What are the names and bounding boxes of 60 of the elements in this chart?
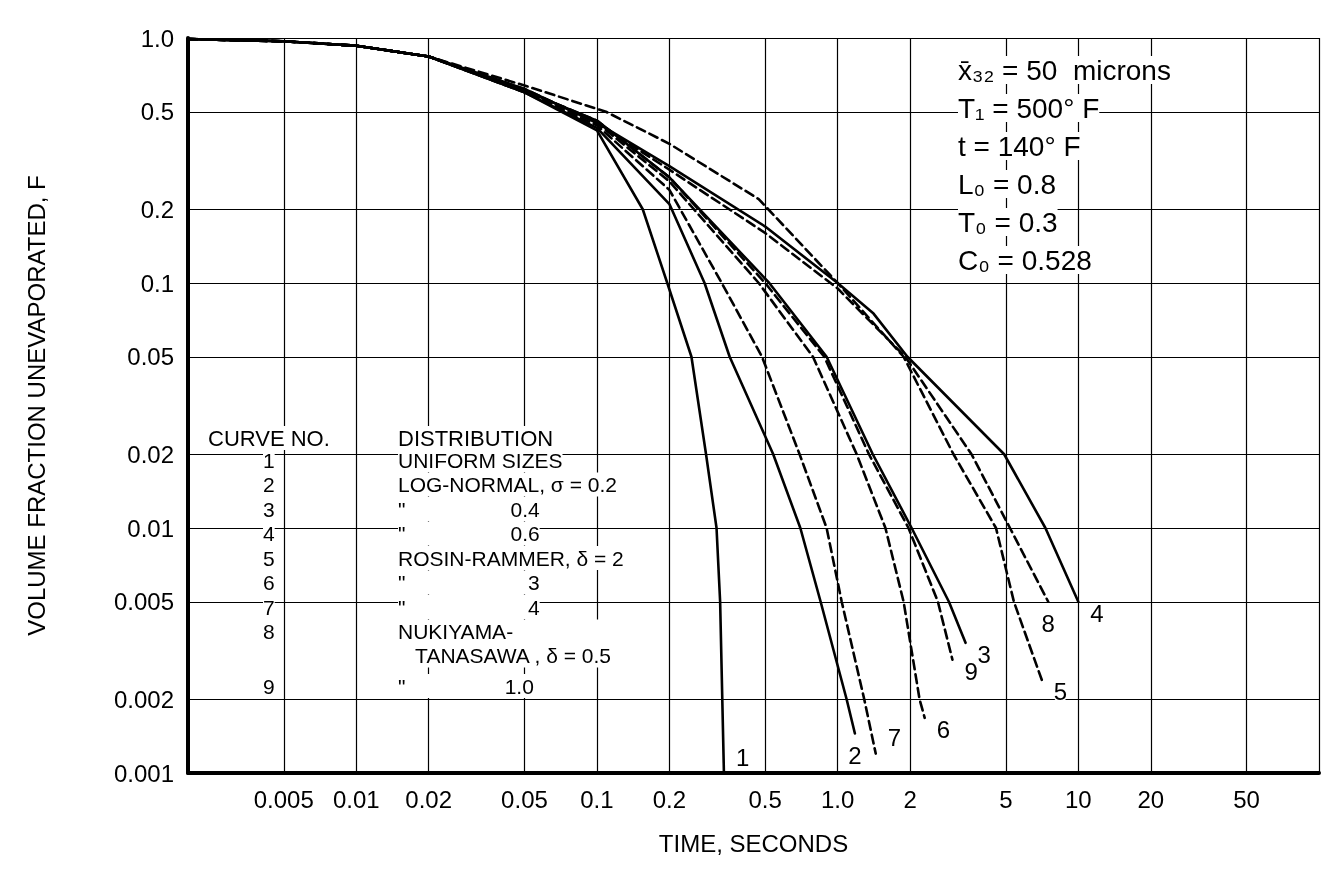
x-tick-label: 1.0 xyxy=(820,785,855,813)
series-label: 8 xyxy=(1041,610,1055,638)
series-label: 7 xyxy=(887,724,902,752)
annotation: 3 xyxy=(263,497,275,521)
series-label: 5 xyxy=(1053,678,1068,706)
annotation: 5 xyxy=(263,546,275,570)
series-label: 3 xyxy=(977,641,991,669)
annotation: DISTRIBUTION xyxy=(398,425,554,451)
annotation: CURVE NO. xyxy=(208,425,330,451)
annotation: 8 xyxy=(263,620,275,643)
y-tick-label: 0.1 xyxy=(140,269,174,297)
y-tick-label: 0.001 xyxy=(113,759,174,787)
x-tick-label: 50 xyxy=(1233,785,1260,813)
x-tick-label: 0.005 xyxy=(253,785,314,813)
annotation: ROSIN-RAMMER, δ = 2 xyxy=(398,546,624,570)
annotation: " 0.6 xyxy=(398,522,540,545)
series-label: 4 xyxy=(1090,600,1104,628)
x-tick-label: 0.02 xyxy=(405,785,453,813)
series-label: 2 xyxy=(848,741,862,769)
x-tick-label: 5 xyxy=(999,785,1013,813)
series-label: 9 xyxy=(964,658,978,686)
x-axis-title: TIME, SECONDS xyxy=(658,829,849,857)
y-tick-label: 0.5 xyxy=(140,98,174,126)
annotation: 6 xyxy=(263,571,275,594)
x-tick-label: 0.2 xyxy=(652,785,687,813)
annotation: UNIFORM SIZES xyxy=(398,448,563,472)
annotation: NUKIYAMA- TANASAWA , δ = 0.5 xyxy=(398,620,612,667)
annotation: 2 xyxy=(263,473,275,496)
x-tick-label: 2 xyxy=(903,785,917,813)
annotation: T₀ = 0.3 xyxy=(958,206,1058,238)
x-tick-label: 10 xyxy=(1064,785,1092,813)
annotation: " 3 xyxy=(398,571,540,594)
y-tick-label: 1.0 xyxy=(140,24,174,52)
series-label: 1 xyxy=(735,743,750,771)
annotation: " 0.4 xyxy=(398,497,540,521)
annotation: T₁ = 500° F xyxy=(958,92,1100,124)
annotation: 9 xyxy=(263,674,275,698)
x-tick-label: 0.1 xyxy=(580,785,614,813)
annotation: 4 xyxy=(263,522,275,545)
y-tick-label: 0.2 xyxy=(140,195,174,223)
x-tick-label: 0.05 xyxy=(501,785,548,813)
annotation: LOG-NORMAL, σ = 0.2 xyxy=(398,473,617,496)
annotation: " 4 xyxy=(398,595,540,619)
x-tick-label: 20 xyxy=(1137,785,1165,813)
annotation: " 1.0 xyxy=(398,674,534,698)
y-tick-label: 0.002 xyxy=(113,685,174,713)
y-tick-label: 0.005 xyxy=(113,588,174,616)
y-tick-label: 0.05 xyxy=(127,343,174,371)
annotation: C₀ = 0.528 xyxy=(958,244,1092,276)
y-tick-label: 0.02 xyxy=(127,440,174,468)
y-axis-title: VOLUME FRACTION UNEVAPORATED, F xyxy=(22,175,50,636)
x-tick-label: 0.01 xyxy=(332,785,380,813)
annotation: L₀ = 0.8 xyxy=(958,168,1057,200)
x-tick-label: 0.5 xyxy=(748,785,782,813)
y-tick-label: 0.01 xyxy=(127,514,174,542)
annotation: 7 xyxy=(263,595,275,619)
series-label: 6 xyxy=(936,716,951,744)
annotation: x̄₃₂ = 50 microns xyxy=(958,54,1171,86)
annotation: 1 xyxy=(263,448,275,472)
annotation: t = 140° F xyxy=(958,130,1081,162)
